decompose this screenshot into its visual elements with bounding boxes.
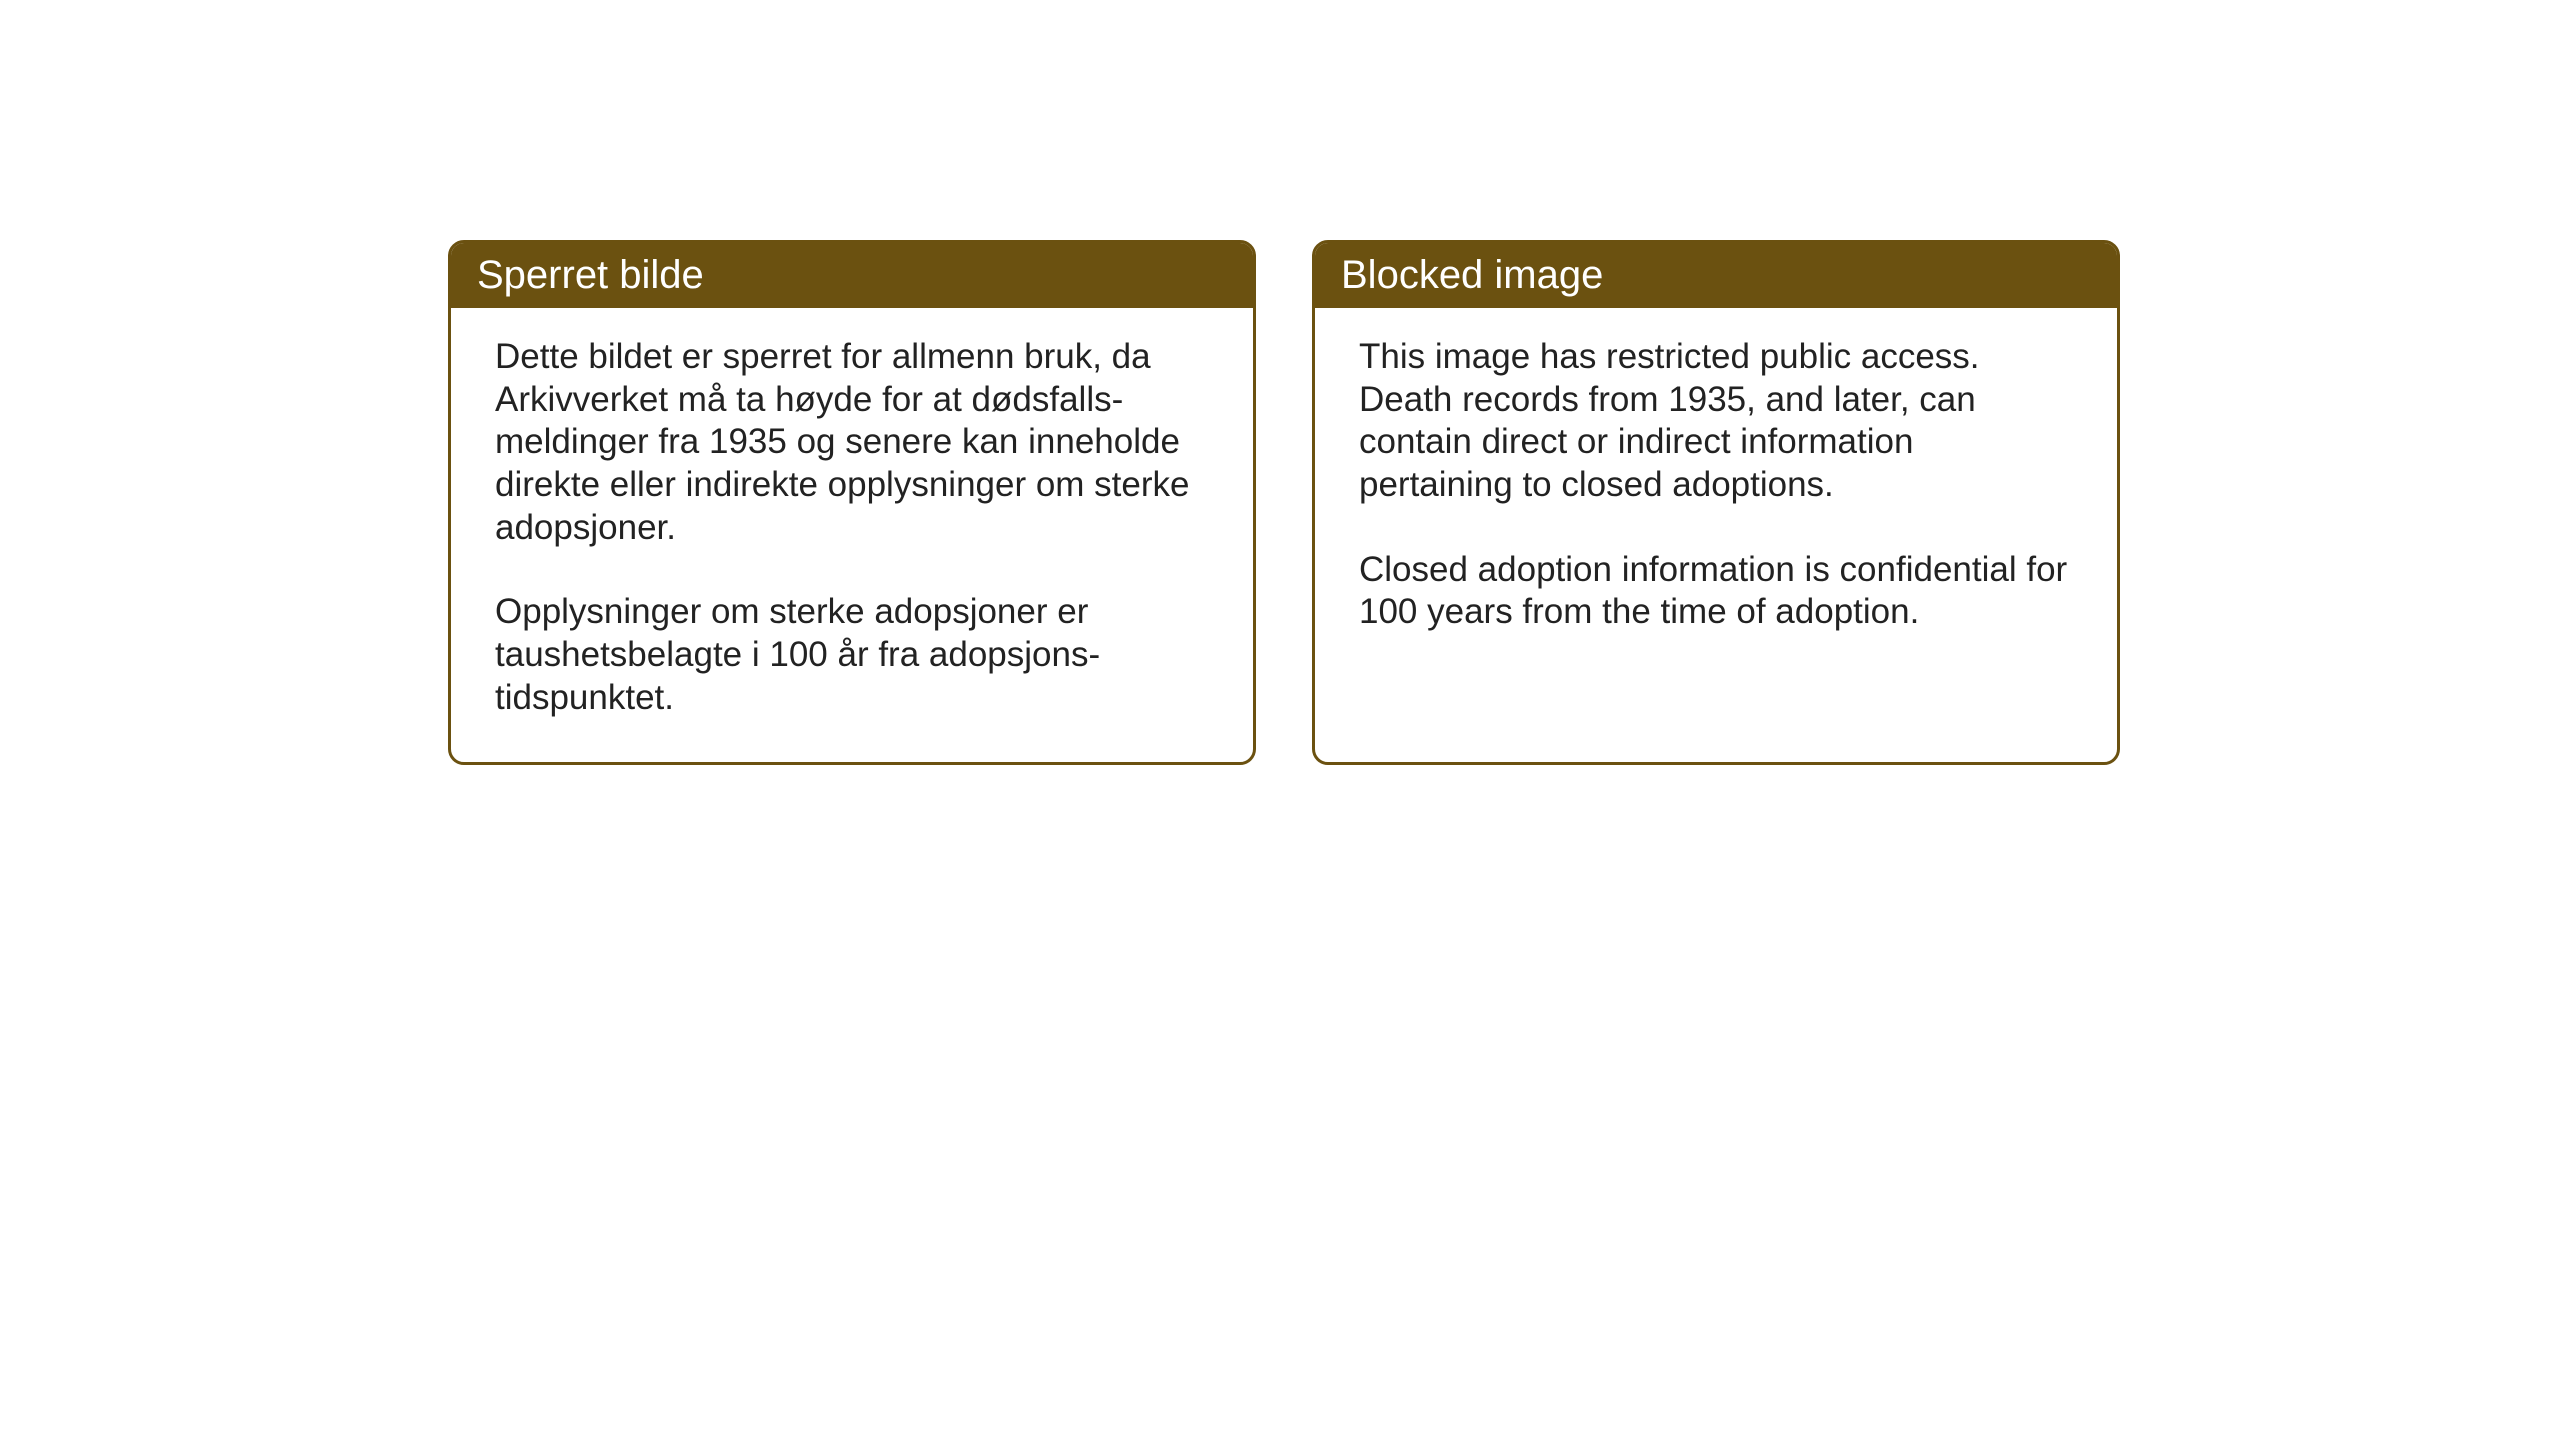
card-paragraph-2: Opplysninger om sterke adopsjoner er tau… [495, 591, 1209, 719]
card-paragraph-1: Dette bildet er sperret for allmenn bruk… [495, 336, 1209, 549]
card-paragraph-2: Closed adoption information is confident… [1359, 549, 2073, 634]
notice-card-norwegian: Sperret bilde Dette bildet er sperret fo… [448, 240, 1256, 765]
card-body-english: This image has restricted public access.… [1315, 308, 2117, 676]
card-body-norwegian: Dette bildet er sperret for allmenn bruk… [451, 308, 1253, 762]
card-paragraph-1: This image has restricted public access.… [1359, 336, 2073, 507]
card-header-norwegian: Sperret bilde [451, 243, 1253, 308]
card-header-english: Blocked image [1315, 243, 2117, 308]
card-container: Sperret bilde Dette bildet er sperret fo… [448, 240, 2120, 765]
notice-card-english: Blocked image This image has restricted … [1312, 240, 2120, 765]
card-title: Blocked image [1341, 253, 1603, 297]
card-title: Sperret bilde [477, 253, 704, 297]
